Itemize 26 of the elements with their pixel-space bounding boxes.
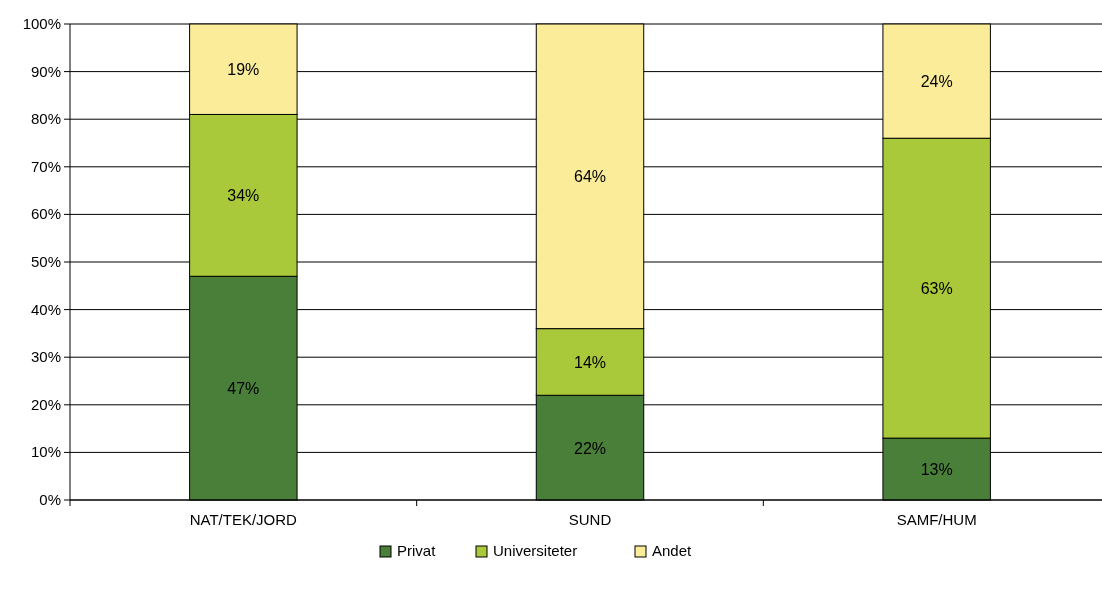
- data-label: 64%: [573, 168, 607, 186]
- data-label: 34%: [227, 187, 260, 205]
- legend-label: Privat: [397, 542, 437, 559]
- data-label: 24%: [920, 73, 953, 91]
- data-label: 14%: [573, 353, 607, 371]
- y-tick-label: 40%: [30, 300, 61, 318]
- y-tick-label: 0%: [39, 491, 61, 508]
- data-label: 47%: [227, 380, 260, 398]
- legend-label: Universiteter: [493, 542, 578, 559]
- x-tick-label: SUND: [568, 511, 612, 528]
- x-tick-label: NAT/TEK/JORD: [189, 511, 298, 528]
- legend-label: Andet: [652, 542, 693, 559]
- y-tick-label: 30%: [30, 348, 61, 366]
- data-label: 22%: [573, 439, 607, 457]
- y-tick-label: 20%: [30, 395, 61, 413]
- y-tick-label: 60%: [30, 205, 61, 223]
- x-tick-label: SAMF/HUM: [896, 511, 977, 528]
- y-tick-label: 70%: [30, 157, 61, 175]
- y-tick-label: 80%: [30, 110, 61, 128]
- y-tick-label: 100%: [22, 15, 61, 32]
- y-tick-label: 50%: [30, 253, 61, 270]
- data-label: 19%: [227, 61, 260, 79]
- data-label: 63%: [920, 280, 953, 298]
- y-tick-label: 10%: [30, 443, 61, 461]
- data-label: 13%: [920, 461, 953, 479]
- y-tick-label: 90%: [30, 62, 61, 80]
